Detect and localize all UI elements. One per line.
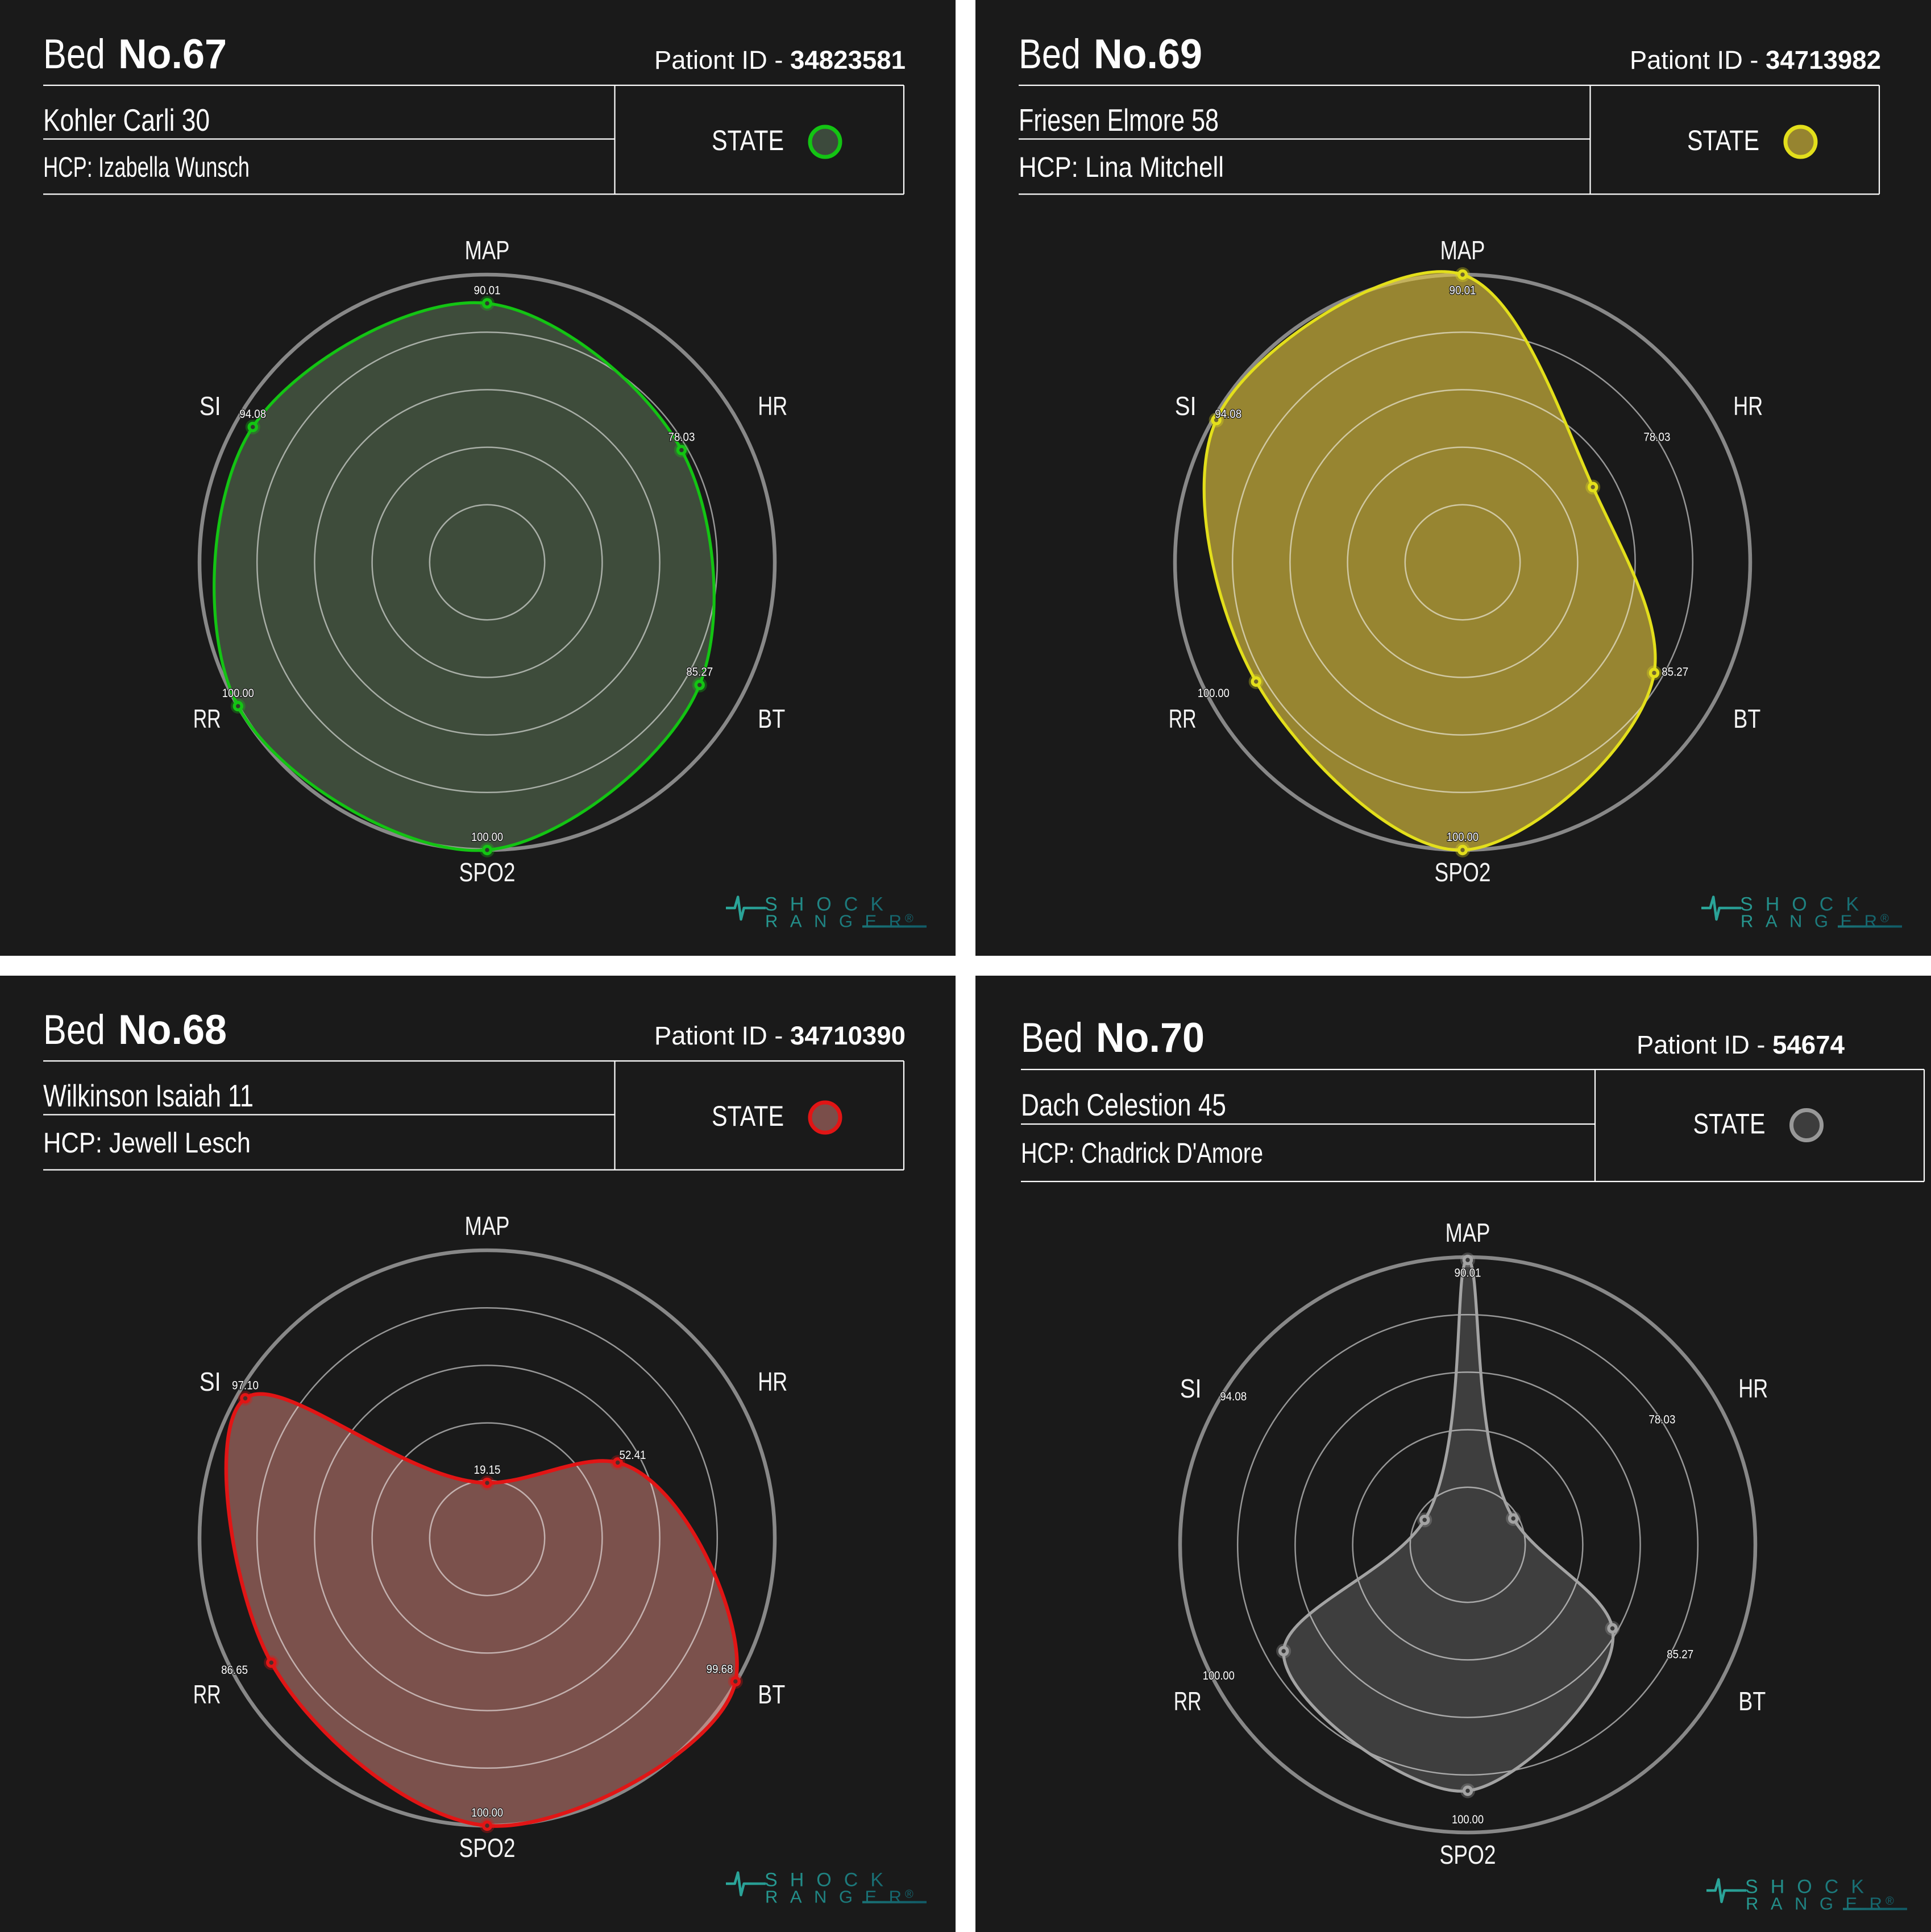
svg-text:SPO2: SPO2 [459, 857, 516, 887]
svg-text:STATE: STATE [712, 1100, 784, 1132]
svg-text:BT: BT [758, 1680, 785, 1709]
svg-text:HR: HR [1738, 1374, 1768, 1403]
svg-text:86.65: 86.65 [221, 1664, 248, 1677]
svg-text:90.01: 90.01 [1450, 284, 1476, 297]
svg-text:MAP: MAP [1440, 235, 1485, 265]
svg-text:®: ® [1880, 913, 1889, 925]
svg-text:HCP: Izabella Wunsch: HCP: Izabella Wunsch [43, 151, 250, 183]
svg-text:94.08: 94.08 [1220, 1390, 1247, 1403]
svg-text:100.00: 100.00 [1447, 831, 1479, 844]
svg-text:100.00: 100.00 [222, 687, 254, 700]
svg-text:Pationt ID - 34710390: Pationt ID - 34710390 [654, 1021, 906, 1050]
svg-text:Pationt ID - 54674: Pationt ID - 54674 [1637, 1030, 1845, 1059]
svg-text:MAP: MAP [1446, 1218, 1490, 1247]
svg-text:®: ® [1886, 1895, 1894, 1908]
svg-text:BT: BT [1738, 1686, 1766, 1716]
svg-text:MAP: MAP [465, 1211, 510, 1241]
svg-text:90.01: 90.01 [1455, 1267, 1481, 1280]
svg-text:®: ® [905, 913, 913, 925]
svg-text:85.27: 85.27 [1662, 666, 1688, 679]
svg-text:97.10: 97.10 [232, 1379, 259, 1392]
svg-text:BT: BT [1733, 704, 1760, 733]
svg-text:19.15: 19.15 [474, 1463, 501, 1477]
svg-text:SI: SI [1175, 391, 1197, 421]
svg-text:HR: HR [758, 1367, 787, 1396]
svg-text:®: ® [905, 1888, 913, 1901]
svg-text:100.00: 100.00 [471, 1806, 503, 1819]
svg-text:RR: RR [193, 1680, 221, 1709]
svg-text:85.27: 85.27 [1667, 1648, 1693, 1661]
svg-text:78.03: 78.03 [1648, 1413, 1675, 1427]
svg-text:SI: SI [200, 1367, 221, 1396]
svg-text:BT: BT [758, 704, 785, 733]
svg-text:Wilkinson Isaiah 11: Wilkinson Isaiah 11 [43, 1078, 254, 1113]
svg-text:SI: SI [200, 391, 221, 421]
svg-text:HCP: Jewell Lesch: HCP: Jewell Lesch [43, 1127, 251, 1159]
svg-text:RR: RR [1174, 1686, 1202, 1716]
svg-text:Friesen Elmore 58: Friesen Elmore 58 [1019, 102, 1219, 138]
svg-text:SPO2: SPO2 [459, 1833, 516, 1863]
svg-text:SPO2: SPO2 [1435, 857, 1491, 887]
svg-text:100.00: 100.00 [1198, 687, 1230, 700]
svg-text:Pationt ID - 34713982: Pationt ID - 34713982 [1630, 45, 1881, 74]
svg-text:HR: HR [758, 391, 787, 421]
svg-text:100.00: 100.00 [471, 831, 503, 844]
svg-text:Dach Celestion 45: Dach Celestion 45 [1021, 1087, 1226, 1122]
svg-text:HCP: Chadrick D'Amore: HCP: Chadrick D'Amore [1021, 1137, 1263, 1169]
svg-text:RR: RR [193, 704, 221, 733]
svg-text:78.03: 78.03 [668, 431, 695, 444]
svg-text:Pationt ID - 34823581: Pationt ID - 34823581 [654, 45, 906, 74]
svg-text:Kohler Carli 30: Kohler Carli 30 [43, 102, 210, 138]
svg-text:99.68: 99.68 [707, 1662, 733, 1676]
svg-text:94.08: 94.08 [239, 408, 266, 421]
svg-text:85.27: 85.27 [686, 666, 713, 679]
svg-text:STATE: STATE [712, 125, 784, 156]
svg-text:SPO2: SPO2 [1440, 1840, 1496, 1869]
svg-text:STATE: STATE [1687, 125, 1759, 156]
svg-text:52.41: 52.41 [620, 1449, 646, 1462]
svg-text:100.00: 100.00 [1203, 1669, 1235, 1682]
svg-text:90.01: 90.01 [474, 284, 501, 297]
svg-text:SI: SI [1180, 1374, 1202, 1403]
svg-text:100.00: 100.00 [1452, 1813, 1484, 1826]
svg-text:MAP: MAP [465, 235, 510, 265]
svg-text:RR: RR [1169, 704, 1197, 733]
svg-text:94.08: 94.08 [1215, 408, 1241, 421]
svg-text:HCP: Lina Mitchell: HCP: Lina Mitchell [1019, 151, 1224, 183]
svg-text:STATE: STATE [1693, 1108, 1766, 1140]
svg-text:HR: HR [1733, 391, 1763, 421]
svg-text:78.03: 78.03 [1643, 431, 1670, 444]
